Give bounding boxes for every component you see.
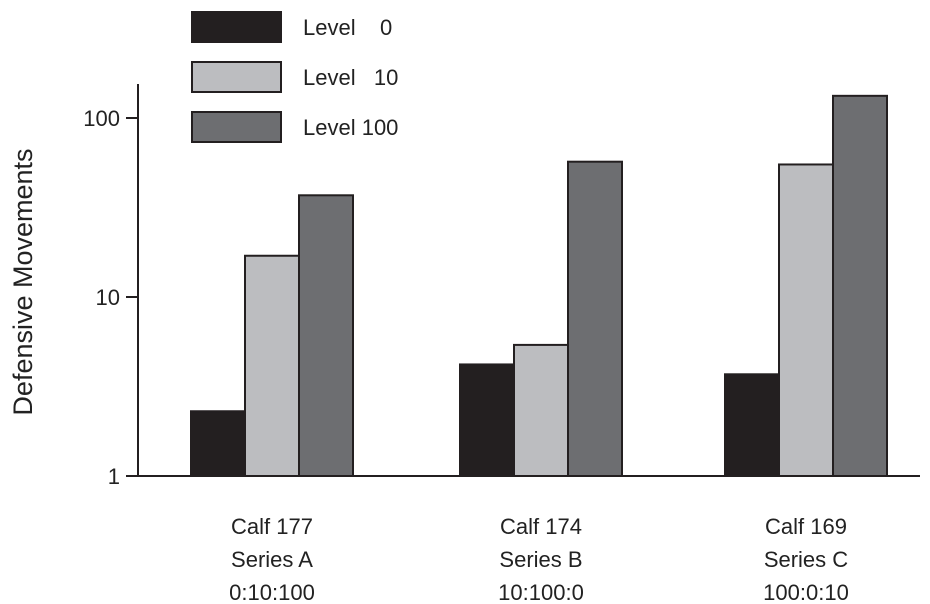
axes-group [137,84,920,477]
category-label: Series C [764,547,848,572]
category-label: Series A [231,547,313,572]
bar-0-1 [459,363,515,478]
bar-1-1 [513,343,569,477]
bar-0-2 [724,373,780,478]
bars-group [190,94,888,478]
category-label: Series B [499,547,582,572]
category-label: 0:10:100 [229,580,315,604]
y-ticks-group: 1 10 100 [83,106,138,489]
category-labels-group: Calf 177 Series A 0:10:100 Calf 174 Series B… [229,514,849,604]
category-label: 10:100:0 [498,580,584,604]
legend: Level 0 Level 10 Level 100 [191,11,398,143]
y-tick-label: 10 [96,285,120,310]
bar-2-1 [567,160,623,477]
legend-swatch [191,61,282,93]
legend-label: Level 10 [303,65,398,90]
bar-0-0 [190,410,246,478]
legend-swatch [191,11,282,43]
legend-label: Level 100 [303,115,398,140]
category-label: Calf 177 [231,514,313,539]
y-tick-label: 100 [83,106,120,131]
bar-2-0 [298,194,354,477]
bar-1-2 [778,163,834,478]
category-label: Calf 169 [765,514,847,539]
legend-label: Level 0 [303,15,392,40]
category-label: Calf 174 [500,514,582,539]
y-axis-label: Defensive Movements [8,148,38,415]
bar-1-0 [244,254,300,477]
legend-swatch [191,111,282,143]
y-tick-label: 1 [108,464,120,489]
bar-2-2 [832,94,888,477]
category-label: 100:0:10 [763,580,849,604]
